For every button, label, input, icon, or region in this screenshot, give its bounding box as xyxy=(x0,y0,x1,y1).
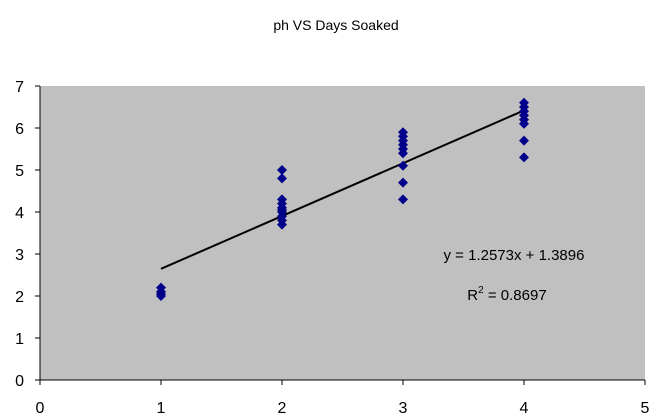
trendline-equation: y = 1.2573x + 1.3896 xyxy=(444,247,585,264)
x-tick-label: 2 xyxy=(278,400,287,417)
data-point xyxy=(156,282,166,293)
trendline xyxy=(160,109,525,270)
x-tick-label: 5 xyxy=(641,400,650,417)
data-point xyxy=(398,194,408,205)
trendline-group xyxy=(160,109,525,270)
data-point xyxy=(519,97,529,108)
r-squared-label: R2 = 0.8697 xyxy=(467,285,546,304)
y-tick-label: 7 xyxy=(15,79,24,96)
y-tick-label: 5 xyxy=(15,163,24,180)
data-point xyxy=(519,152,529,163)
plot-area xyxy=(40,86,645,380)
y-axis: 0 1 2 3 4 5 6 7 xyxy=(15,79,41,390)
data-point xyxy=(398,160,408,171)
y-tick-label: 2 xyxy=(15,289,24,306)
y-tick-label: 3 xyxy=(15,247,24,264)
data-point xyxy=(277,173,287,184)
data-point xyxy=(519,135,529,146)
data-point xyxy=(277,194,287,205)
x-tick-label: 0 xyxy=(36,400,45,417)
y-tick-label: 1 xyxy=(15,331,24,348)
x-tick-label: 1 xyxy=(157,400,166,417)
y-tick-label: 4 xyxy=(15,205,24,222)
data-point xyxy=(398,127,408,138)
data-point xyxy=(277,165,287,175)
y-tick-label: 6 xyxy=(15,121,24,138)
x-tick-label: 4 xyxy=(520,400,529,417)
chart-title: ph VS Days Soaked xyxy=(273,17,398,33)
x-tick-label: 3 xyxy=(399,400,408,417)
x-axis: 0 1 2 3 4 5 xyxy=(36,379,650,417)
y-tick-label: 0 xyxy=(15,373,24,390)
data-points xyxy=(156,97,529,301)
data-point xyxy=(398,177,408,188)
